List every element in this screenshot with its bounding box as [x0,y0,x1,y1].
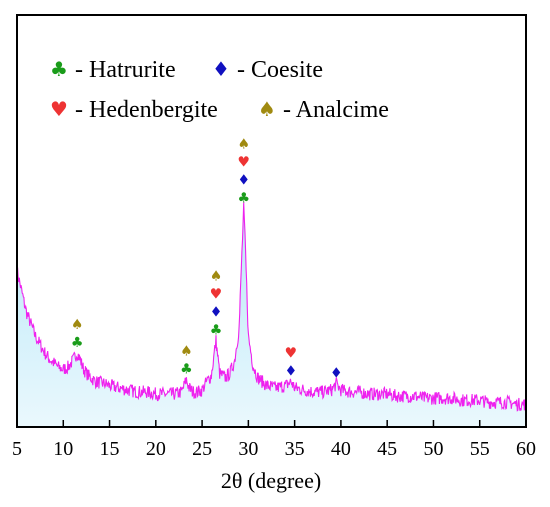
legend-coesite-label: - Coesite [237,57,323,83]
hatrurite-marker: ♣ [237,191,250,207]
x-tick-label: 35 [285,438,305,460]
analcime-marker: ♠ [180,344,193,360]
plot-frame [16,14,527,428]
hedenbergite-marker: ♥ [285,346,298,362]
hatrurite-marker: ♣ [180,362,193,378]
analcime-marker: ♠ [237,137,250,153]
x-axis-title: 2θ (degree) [221,468,321,493]
peak-annotations: ♣ ♠ ♣ ♠ ♣ ♦ ♥ ♠ ♣ ♦ ♥ ♠ ♦ ♥ ♦ [71,137,343,382]
x-tick-label: 5 [12,438,22,460]
coesite-marker: ♦ [237,173,250,189]
hedenbergite-marker: ♥ [237,155,250,171]
analcime-marker: ♠ [210,268,223,284]
coesite-marker: ♦ [330,366,343,382]
x-axis: 5 10 15 20 25 30 35 40 45 50 55 60 [12,420,536,460]
x-tick-label: 50 [423,438,443,460]
diffraction-pattern-line [16,202,527,412]
legend: ♣ - Hatrurite ♦ - Coesite ♥ - Hedenbergite ♠ - … [50,57,389,123]
x-tick-label: 60 [516,438,536,460]
legend-analcime-symbol: ♠ [258,97,276,121]
hedenbergite-marker: ♥ [210,286,223,302]
hatrurite-marker: ♣ [210,322,223,338]
x-tick-label: 10 [53,438,73,460]
coesite-marker: ♦ [210,304,223,320]
x-tick-label: 25 [192,438,212,460]
x-tick-label: 40 [331,438,351,460]
legend-hedenbergite-label: - Hedenbergite [75,97,218,123]
x-tick-label: 45 [377,438,397,460]
legend-hatrurite-symbol: ♣ [50,57,68,81]
x-tick-label: 20 [146,438,166,460]
pattern-area-fill [17,202,526,427]
x-tick-label: 15 [100,438,120,460]
coesite-marker: ♦ [285,364,298,380]
x-tick-label: 55 [470,438,490,460]
hatrurite-marker: ♣ [71,335,84,351]
legend-hatrurite-label: - Hatrurite [75,57,176,83]
plot-area [16,202,527,427]
x-tick-label: 30 [238,438,258,460]
legend-analcime-label: - Analcime [283,97,389,123]
analcime-marker: ♠ [71,317,84,333]
legend-coesite-symbol: ♦ [212,57,230,81]
legend-hedenbergite-symbol: ♥ [50,97,68,121]
